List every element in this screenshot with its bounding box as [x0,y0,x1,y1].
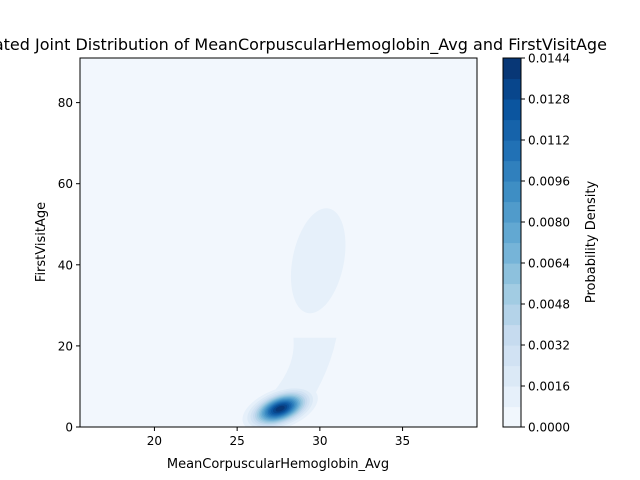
density-level-1-component-2 [290,208,346,314]
y-tick-label: 20 [58,339,73,353]
colorbar-tick-label: 0.0064 [528,257,570,271]
colorbar-segment [503,78,521,100]
density-level-1-bridge [263,337,337,403]
colorbar-segment [503,201,521,223]
colorbar-tick-label: 0.0144 [528,52,570,66]
colorbar-segment [503,386,521,408]
colorbar-tick-label: 0.0112 [528,134,570,148]
y-tick-label: 0 [65,421,73,435]
y-tick-label: 40 [58,258,73,272]
colorbar-segment [503,119,521,141]
x-tick-label: 20 [147,434,162,448]
y-tick-label: 80 [58,96,73,110]
colorbar-segment [503,345,521,367]
x-tick-label: 30 [312,434,327,448]
colorbar-tick-label: 0.0016 [528,380,570,394]
colorbar-tick-label: 0.0096 [528,175,570,189]
x-tick-label: 25 [230,434,245,448]
colorbar-tick-label: 0.0080 [528,216,570,230]
plot-area [79,57,478,428]
chart-title: Estimated Joint Distribution of MeanCorp… [0,35,607,55]
density-contours [242,208,346,427]
y-axis-label: FirstVisitAge [34,202,49,282]
density-level-17-component-1 [275,405,285,412]
colorbar-segment [503,222,521,244]
y-tick-label: 60 [58,177,73,191]
colorbar-segment [503,304,521,326]
x-tick-label: 35 [395,434,410,448]
colorbar-segment [503,365,521,387]
plot-background [80,58,477,427]
colorbar-segment [503,283,521,305]
colorbar-segment [503,140,521,162]
colorbar-segment [503,99,521,121]
colorbar-segment [503,263,521,285]
colorbar-segment [503,242,521,264]
colorbar: 0.0000 0.0016 0.0032 0.0048 0.0064 0.0080 0.00… [502,52,570,435]
x-axis-label: MeanCorpuscularHemoglobin_Avg [167,457,389,472]
colorbar-segment [503,58,521,80]
colorbar-frame [502,57,522,428]
colorbar-segment [503,324,521,346]
colorbar-label: Probability Density [584,181,599,304]
x-axis: 20 25 30 35 [147,427,410,448]
colorbar-tick-label: 0.0032 [528,339,570,353]
colorbar-tick-label: 0.0000 [528,421,570,435]
colorbar-tick-label: 0.0128 [528,93,570,107]
colorbar-tick-label: 0.0048 [528,298,570,312]
y-axis: 0 20 40 60 80 [58,96,80,435]
colorbar-segment [503,406,521,428]
colorbar-segment [503,181,521,203]
colorbar-segment [503,160,521,182]
plot-frame [79,57,478,428]
